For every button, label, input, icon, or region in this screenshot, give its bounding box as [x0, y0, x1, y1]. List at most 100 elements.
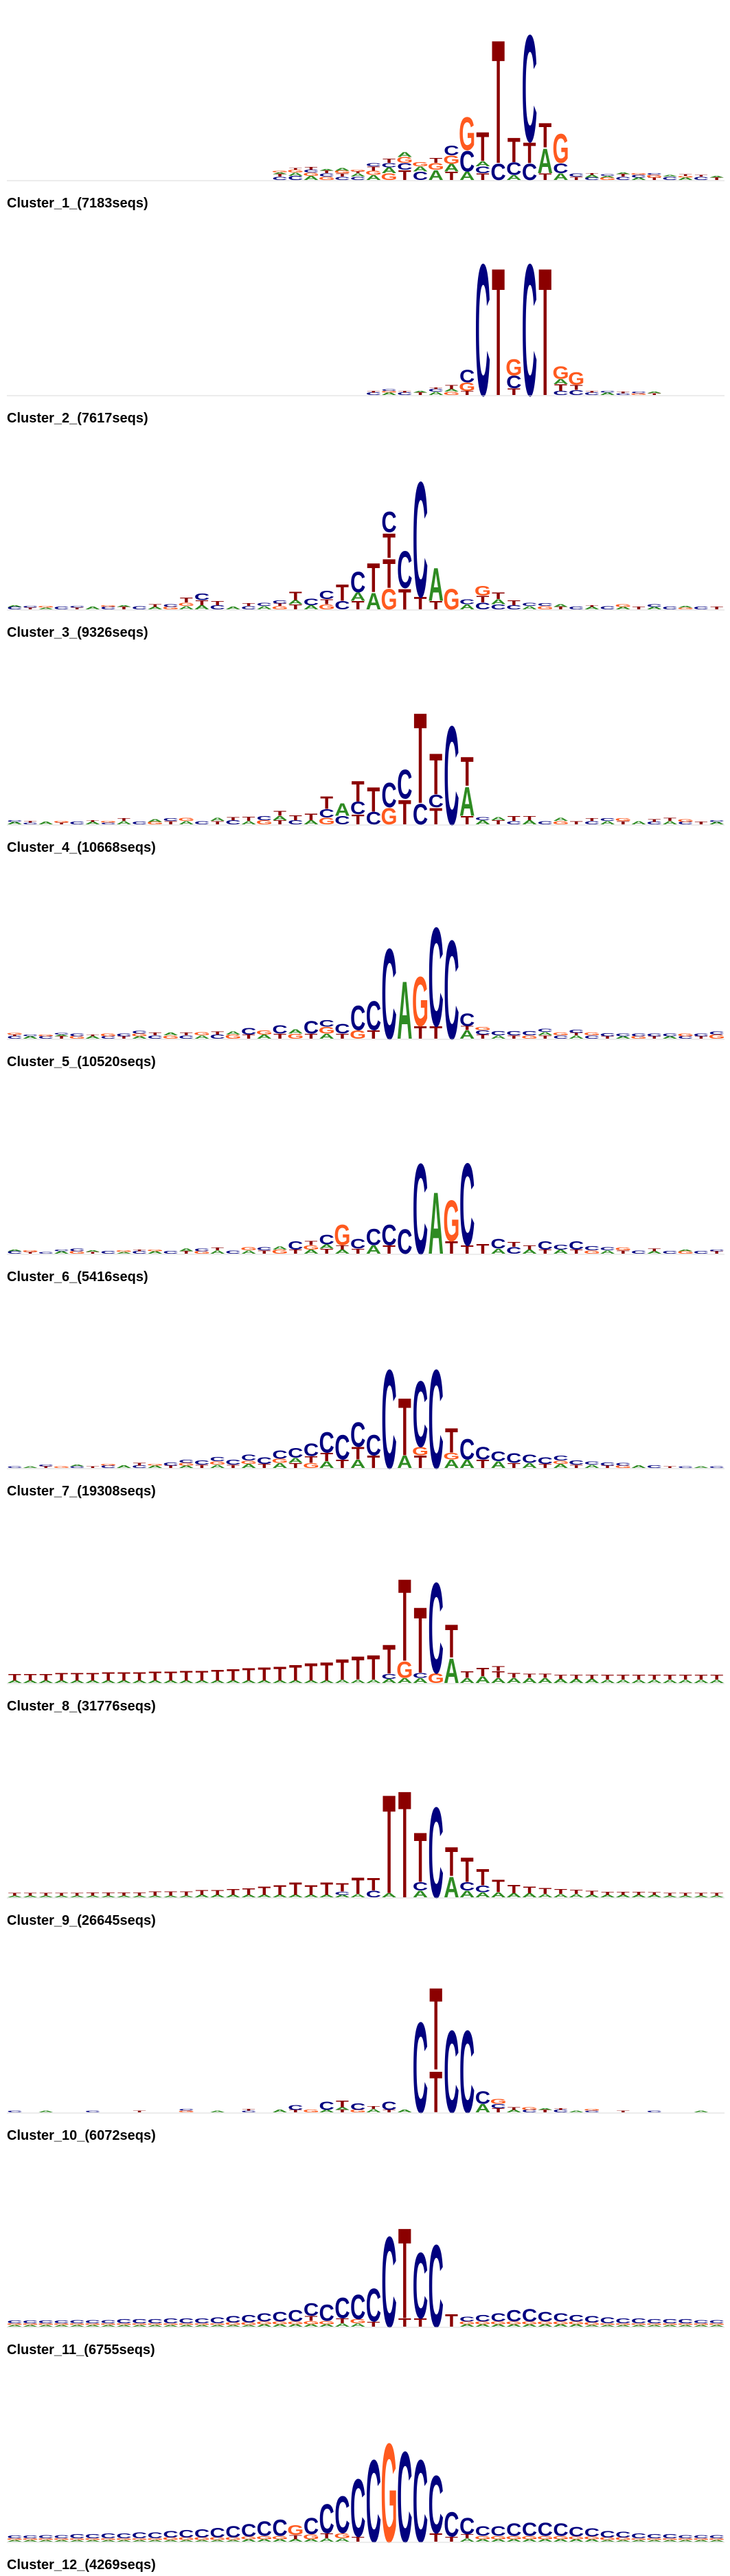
nucleotide-T: T [71, 1671, 84, 1683]
nucleotide-C: C [241, 2314, 256, 2325]
nucleotide-A: A [569, 2323, 584, 2327]
logo-column: TC [459, 1140, 475, 1269]
logo-column: T [445, 2311, 459, 2331]
nucleotide-T: T [523, 1885, 536, 1895]
logo-column: AGC [630, 2531, 647, 2542]
nucleotide-C: C [600, 2529, 615, 2539]
nucleotide-A: A [678, 177, 693, 181]
nucleotide-C: C [522, 1030, 537, 1037]
nucleotide-A: A [163, 1032, 178, 1036]
nucleotide-T: T [305, 1032, 318, 1041]
nucleotide-A: A [584, 1464, 600, 1469]
logo-column: C [413, 1995, 428, 2127]
nucleotide-A: A [506, 174, 522, 182]
nucleotide-G: G [287, 2321, 304, 2325]
nucleotide-T: T [227, 1464, 240, 1469]
nucleotide-A: A [148, 2325, 163, 2327]
nucleotide-G: G [490, 2321, 507, 2325]
nucleotide-C: C [69, 1247, 84, 1252]
logo-column: TC [350, 1235, 365, 1255]
nucleotide-A: A [54, 1680, 69, 1684]
nucleotide-C: C [631, 391, 646, 394]
nucleotide-T: T [398, 167, 411, 183]
nucleotide-G: G [53, 820, 69, 823]
nucleotide-C: C [569, 1028, 584, 1034]
nucleotide-C: C [288, 1445, 303, 1460]
logo-column: AG [147, 1463, 163, 1469]
nucleotide-C: C [569, 1239, 584, 1252]
logo-column: AT [647, 1247, 662, 1254]
nucleotide-T: T [164, 1465, 178, 1469]
nucleotide-C: C [69, 821, 84, 825]
nucleotide-A: A [288, 172, 303, 177]
nucleotide-C: C [23, 2320, 38, 2324]
logo-column: GC [584, 1245, 600, 1254]
logo-column: GC [69, 1247, 85, 1254]
nucleotide-T: T [383, 1637, 396, 1683]
nucleotide-C: C [132, 1030, 147, 1035]
logo-column: AT [694, 1673, 709, 1684]
logo-column: TC [381, 1218, 396, 1256]
nucleotide-C: C [38, 1035, 54, 1039]
logo-column: AGC [163, 2529, 179, 2542]
nucleotide-C: C [179, 1035, 194, 1040]
logo-column: CG [100, 1033, 117, 1040]
logo-column: AG [115, 1250, 132, 1254]
nucleotide-T: T [87, 1891, 100, 1897]
logo-column: A [429, 1173, 444, 1269]
logo-column: A [116, 1465, 131, 1469]
nucleotide-G: G [100, 605, 117, 607]
nucleotide-T: T [632, 1673, 646, 1681]
logo-column: AT [615, 1673, 630, 1684]
nucleotide-T: T [617, 1673, 630, 1681]
nucleotide-C: C [662, 2318, 677, 2325]
nucleotide-G: G [147, 2538, 163, 2540]
nucleotide-T: T [617, 1890, 630, 1896]
nucleotide-G: G [240, 1460, 257, 1465]
nucleotide-T: T [289, 1248, 302, 1255]
logo-column: T [476, 1241, 489, 1256]
nucleotide-C: C [23, 2535, 38, 2539]
nucleotide-G: G [209, 2323, 226, 2325]
logo-column: AGC [84, 2319, 101, 2327]
nucleotide-C: C [429, 1781, 444, 1913]
nucleotide-T: T [663, 1466, 677, 1469]
nucleotide-A: A [288, 1456, 304, 1465]
logo-column: AT [522, 1885, 537, 1899]
nucleotide-C: C [413, 1995, 428, 2127]
nucleotide-C: C [538, 1028, 553, 1033]
nucleotide-G: G [84, 2323, 101, 2325]
nucleotide-A: A [272, 814, 287, 821]
logo-column: C [600, 605, 615, 611]
logo-column: A [631, 1465, 646, 1469]
nucleotide-G: G [443, 1451, 459, 1461]
nucleotide-C: C [444, 697, 459, 840]
nucleotide-A: A [23, 1466, 38, 1469]
logo-column: GA [225, 1030, 241, 1040]
nucleotide-C: C [397, 1221, 412, 1261]
nucleotide-G: G [552, 820, 569, 825]
nucleotide-G: G [615, 817, 631, 822]
nucleotide-T: T [414, 1023, 428, 1043]
logo-column: AGC [334, 2486, 350, 2544]
nucleotide-G: G [225, 2536, 241, 2540]
nucleotide-C: C [272, 1023, 287, 1036]
logo-column: AGT [396, 1555, 413, 1686]
nucleotide-C: C [116, 2531, 131, 2540]
nucleotide-A: A [522, 605, 537, 611]
nucleotide-G: G [163, 1035, 179, 1040]
logo-column: TAT [272, 809, 287, 826]
nucleotide-C: C [678, 2318, 693, 2325]
nucleotide-G: G [677, 175, 694, 178]
logo-column: AT [210, 1247, 225, 1254]
nucleotide-T: T [632, 606, 646, 610]
nucleotide-C: C [319, 2299, 334, 2326]
nucleotide-C: C [569, 172, 584, 178]
nucleotide-C: C [569, 606, 584, 610]
nucleotide-G: G [443, 153, 459, 166]
nucleotide-T: T [289, 603, 302, 611]
logo-column: AGC [115, 2318, 132, 2327]
logo-column: AT [85, 1671, 100, 1684]
nucleotide-A: A [179, 2539, 194, 2542]
